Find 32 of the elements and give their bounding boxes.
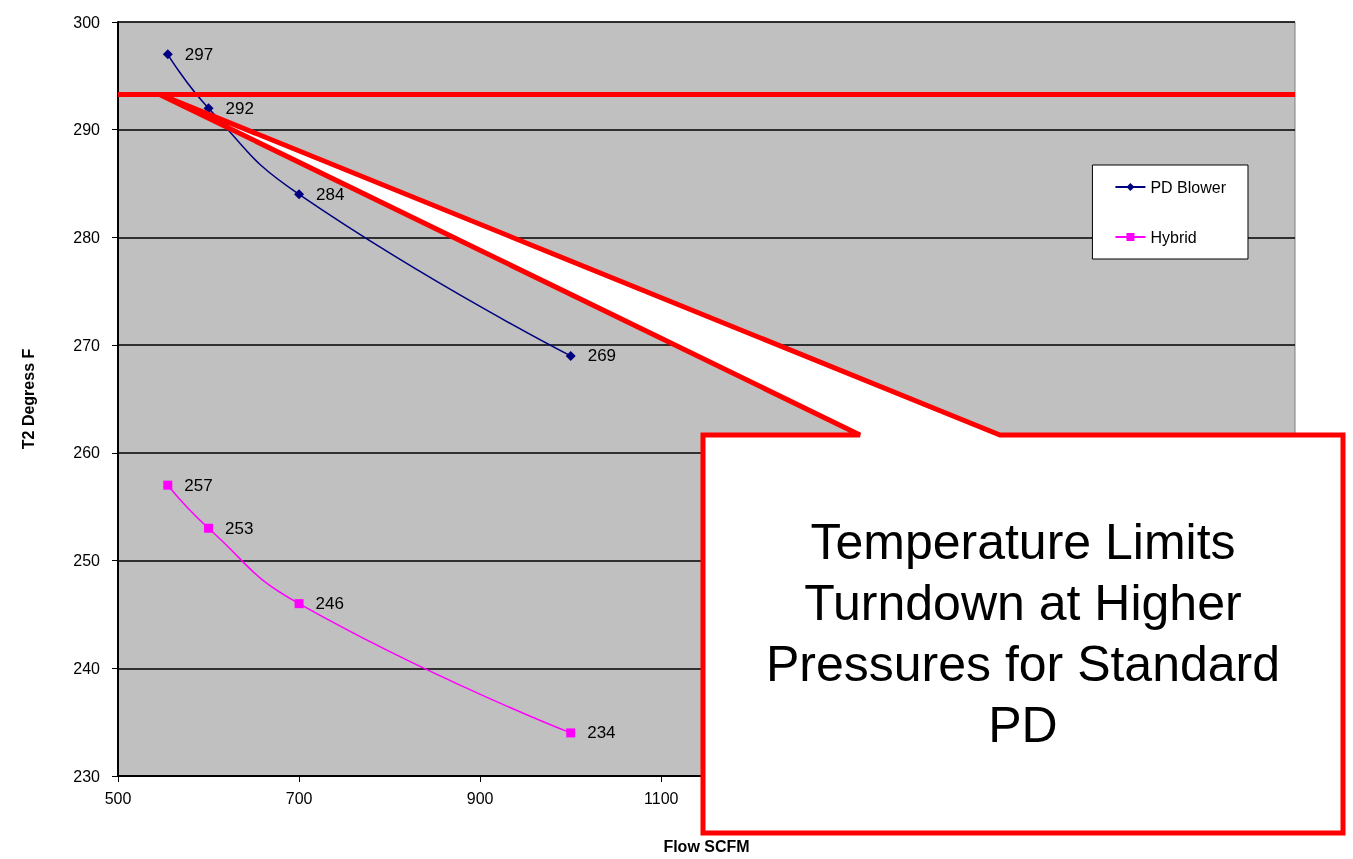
x-tick-label: 1100 (644, 789, 679, 807)
x-tick-label: 900 (466, 789, 494, 807)
data-label: 246 (315, 594, 344, 614)
data-label: 292 (225, 98, 254, 118)
point (294, 189, 305, 200)
y-tick-label: 240 (73, 659, 101, 677)
y-tick-label: 250 (73, 552, 101, 570)
x-tick-label: 700 (285, 789, 313, 807)
x-axis-title: Flow SCFM (663, 837, 750, 855)
y-tick-label: 290 (73, 121, 101, 139)
point (566, 728, 576, 738)
x-tick-label: 500 (104, 789, 132, 807)
data-label: 234 (587, 723, 616, 743)
y-tick-label: 260 (73, 444, 101, 462)
legend-label: Hybrid (1150, 228, 1197, 246)
point (565, 350, 576, 361)
legend-label: PD Blower (1150, 178, 1227, 196)
data-label: 269 (587, 346, 617, 366)
point (162, 49, 173, 60)
point (163, 480, 173, 490)
y-tick-label: 280 (73, 228, 101, 246)
annotation: Temperature Limits Turndown at Higher Pressures for Standard PD (764, 513, 1282, 755)
y-tick-label: 300 (73, 13, 101, 31)
y-axis-title: T2 Degress F (19, 348, 37, 450)
data-label: 257 (184, 475, 213, 495)
y-tick-label: 230 (73, 767, 101, 785)
data-label: 284 (316, 184, 345, 204)
data-label: 297 (184, 44, 214, 64)
data-label: 253 (225, 518, 254, 538)
point (204, 523, 214, 533)
point (294, 599, 304, 609)
y-tick-label: 270 (73, 336, 101, 354)
